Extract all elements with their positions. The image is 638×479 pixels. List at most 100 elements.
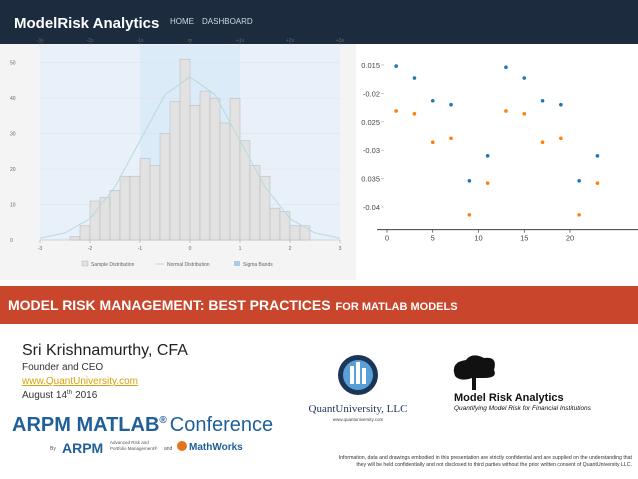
point [522,76,527,80]
presenter-url[interactable]: www.QuantUniversity.com [21,376,138,387]
banner-main: MODEL RISK MANAGEMENT: BEST PRACTICES [8,297,331,313]
point [522,112,527,116]
mra-name: Model Risk Analytics [454,392,564,404]
bar [229,97,241,241]
app-brand: ModelRisk Analytics [14,15,159,32]
arpm-sub: Advanced Risk and [110,440,149,445]
presenter-name: Sri Krishnamurthy, CFA [22,342,188,359]
top-tick-label: m [188,38,192,44]
arpm-logo: ARPM [62,440,103,456]
bar [159,133,171,241]
legend-swatch [81,260,89,267]
legend-label: Sample Distribution [91,262,135,268]
point [595,154,600,158]
point [394,109,398,113]
bar [169,101,181,241]
qu-url: www.quantuniversity.com [333,417,384,422]
point [504,65,508,70]
x-tick-label: 3 [339,246,342,252]
conf-reg: ® [159,415,167,426]
y-tick-label: 40 [10,96,16,102]
bar [269,207,281,241]
point [595,181,600,185]
y-tick-label: 20 [10,167,16,173]
point [449,102,453,107]
legend-label: Normal Distribution [167,262,210,268]
mra-tagline: Quantifying Model Risk for Financial Ins… [454,405,592,412]
y-tick-label: 0 [10,238,13,244]
disclaimer: they will be held confidentially and not… [356,462,632,468]
bar [279,211,291,241]
point [485,181,490,185]
bar [199,90,211,241]
point [430,98,435,103]
point [559,136,563,141]
qu-name: QuantUniversity, LLC [309,403,408,415]
point [577,179,581,183]
nav-item[interactable]: HOME [170,17,194,26]
legend-swatch [234,261,240,266]
app-header [0,0,638,44]
bar [69,236,81,241]
x-tick-label: -2 [88,246,93,252]
date: August 14 [22,390,67,401]
x-tick-label: 5 [431,234,435,243]
x-tick-label: 2 [289,246,292,252]
bar [219,122,231,241]
bar [299,225,311,241]
bar [259,175,271,241]
point [394,64,398,68]
y-tick-label: 10 [10,203,16,209]
y-tick-label: 0.025 [361,118,380,127]
top-tick-label: +1s [236,38,245,44]
x-tick-label: 20 [566,234,574,243]
scatter: 0.015 -0.02 0.025 -0.03 0.035 -0.04 0 5 10 15 20 [361,61,638,243]
y-tick-label: 50 [10,61,16,67]
bar [209,97,221,241]
conf-name: ARPM MATLAB [12,414,159,436]
y-tick-label: 30 [10,132,16,138]
top-tick-label: +3s [336,38,345,44]
y-tick-label: 0.035 [361,175,380,184]
conf-by: By [50,446,56,452]
banner-title: MODEL RISK MANAGEMENT: BEST PRACTICES FOR… [8,297,458,313]
point [504,109,508,113]
conference: ARPM MATLAB® Conference [12,414,273,436]
bar [179,58,191,241]
y-tick-label: 0.015 [361,61,380,70]
y-tick-label: -0.04 [363,203,380,212]
date-sup: th [67,390,72,396]
top-tick-label: -3s [37,38,44,44]
qu-logo-bar [350,366,354,384]
normal-curve [39,76,341,239]
conf-and: and [164,446,173,452]
nav-item[interactable]: DASHBOARD [202,17,253,26]
mra-trunk [472,376,476,390]
bar [149,165,161,241]
point [577,213,581,217]
legend-label: Sigma Bands [243,262,273,268]
conf-word: Conference [170,414,273,436]
banner-rest: FOR MATLAB MODELS [336,301,458,313]
x-tick-label: -3 [38,246,43,252]
point [467,213,472,217]
bar [249,165,261,241]
bar [139,158,151,241]
mathworks-icon [177,441,187,451]
point [559,102,563,107]
banner [0,286,638,324]
bar [189,105,201,241]
disclaimer: Information, data and drawings embodied … [339,455,633,461]
y-tick-label: -0.03 [363,146,380,155]
bar [109,190,121,241]
presenter-role: Founder and CEO [22,362,103,373]
bar [89,200,101,241]
point [540,140,545,145]
top-tick-label: -2s [87,38,94,44]
bar [119,175,131,241]
point [467,179,472,183]
qu-logo-bar [356,362,360,384]
point [540,98,545,103]
presenter-date: August 14th 2016 [22,390,98,401]
